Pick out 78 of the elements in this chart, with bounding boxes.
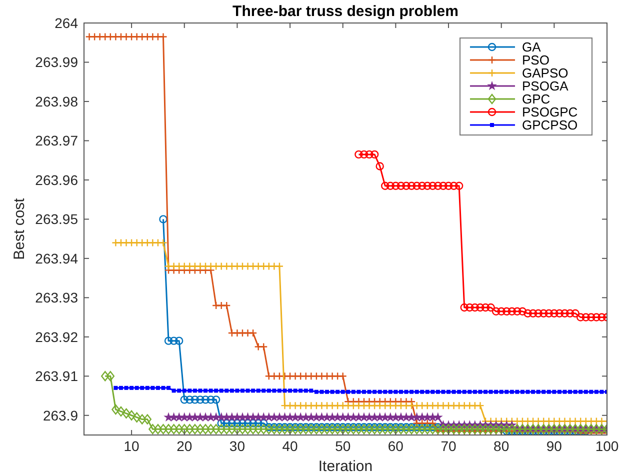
legend-label: GA — [522, 40, 542, 55]
point — [470, 303, 480, 312]
legend-label: PSOGPC — [522, 104, 578, 120]
point — [524, 309, 532, 318]
x-tick-label: 100 — [595, 438, 619, 454]
point — [576, 313, 585, 322]
x-tick-label: 30 — [229, 438, 246, 454]
point — [439, 182, 448, 190]
point — [381, 182, 390, 190]
x-tick-label: 40 — [282, 438, 298, 454]
x-tick-label: 10 — [124, 438, 140, 454]
point — [476, 303, 484, 312]
x-tick-label: 70 — [440, 438, 457, 454]
x-axis-title: Iteration — [318, 458, 373, 475]
point — [407, 182, 416, 190]
point — [508, 307, 516, 316]
point — [428, 182, 437, 190]
y-axis-title: Best cost — [11, 197, 28, 260]
point — [528, 309, 538, 318]
point — [486, 303, 495, 312]
point — [481, 303, 490, 312]
x-tick-label: 50 — [335, 438, 351, 454]
point — [450, 182, 458, 190]
point — [513, 307, 522, 316]
point — [518, 307, 527, 316]
point — [566, 309, 574, 318]
point — [497, 307, 506, 316]
point — [492, 307, 500, 316]
point — [418, 182, 426, 190]
point — [444, 182, 453, 190]
point — [582, 313, 590, 322]
point — [544, 309, 553, 318]
y-tick-label: 263.95 — [35, 211, 78, 228]
point — [587, 313, 596, 322]
point — [354, 150, 363, 159]
point — [392, 182, 400, 190]
point — [376, 162, 384, 170]
x-tick-label: 60 — [388, 438, 404, 454]
point — [550, 309, 558, 318]
y-tick-label: 263.97 — [35, 132, 78, 149]
point — [412, 182, 421, 190]
legend-label: PSOGA — [522, 78, 569, 94]
point — [598, 313, 606, 322]
point — [560, 309, 569, 318]
point — [534, 309, 542, 318]
legend-label: GAPSO — [522, 66, 568, 81]
y-tick-label: 263.98 — [35, 93, 78, 110]
point — [592, 313, 601, 322]
legend-label: PSO — [522, 52, 550, 68]
point — [502, 307, 511, 316]
y-tick-label: 263.96 — [35, 172, 78, 188]
point — [460, 303, 468, 312]
point — [466, 303, 474, 312]
point — [571, 309, 580, 318]
y-tick-label: 264 — [54, 14, 78, 31]
point — [365, 150, 374, 159]
y-tick-label: 263.93 — [35, 290, 78, 306]
y-tick-label: 263.99 — [35, 54, 78, 70]
point — [386, 182, 395, 190]
x-tick-label: 90 — [546, 438, 562, 454]
point — [540, 309, 548, 318]
point — [423, 182, 432, 190]
x-tick-label: 20 — [176, 438, 192, 454]
point — [454, 182, 464, 190]
point — [370, 150, 379, 159]
point — [402, 182, 410, 190]
x-tick-label: 80 — [494, 438, 510, 454]
y-tick-label: 263.94 — [35, 250, 78, 266]
point — [360, 150, 368, 159]
point — [434, 182, 442, 190]
point — [396, 182, 406, 190]
y-tick-label: 263.9 — [42, 407, 78, 424]
chart-title: Three-bar truss design problem — [232, 3, 458, 20]
legend-label: GPC — [522, 92, 550, 107]
y-tick-label: 263.91 — [35, 368, 78, 384]
legend-label: GPCPSO — [522, 118, 578, 133]
point — [555, 309, 564, 318]
y-tick-label: 263.92 — [35, 328, 78, 345]
